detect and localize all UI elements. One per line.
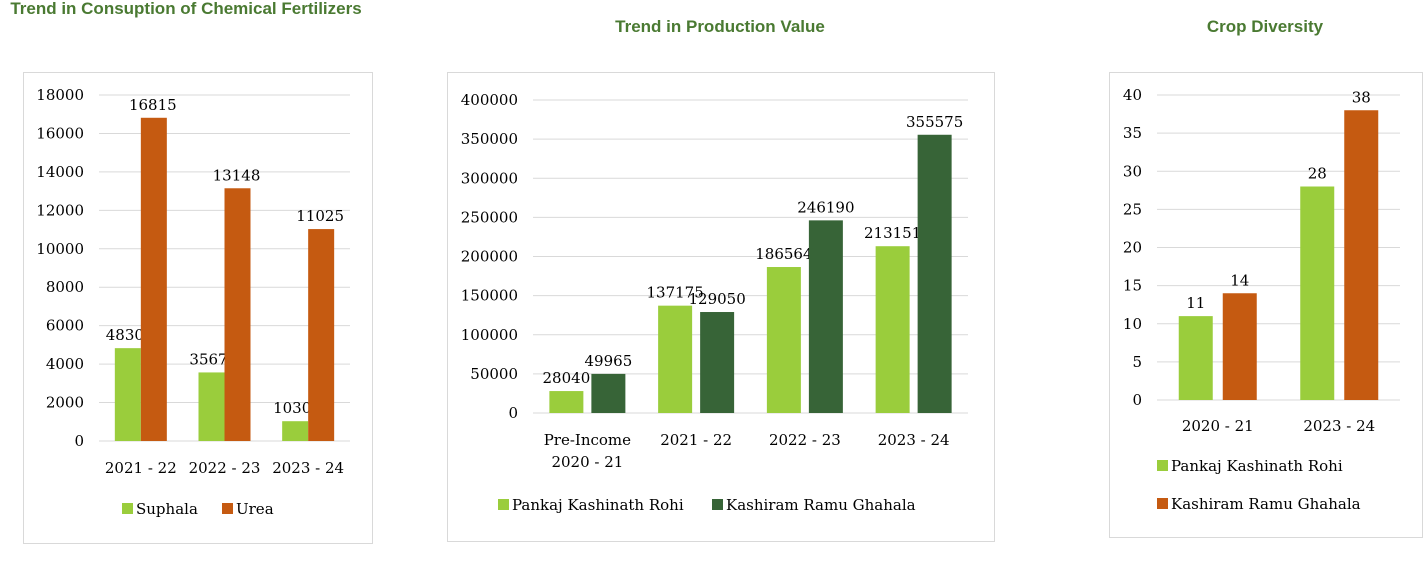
bar [1344,110,1379,400]
y-tick-label: 25 [1123,200,1142,218]
y-tick-label: 30 [1123,162,1142,180]
legend-swatch [122,503,133,514]
y-tick-label: 15 [1123,277,1142,295]
bar [1178,316,1213,400]
data-label: 28040 [543,369,591,387]
data-label: 3567 [189,350,227,368]
legend-swatch [222,503,233,514]
y-tick-label: 200000 [461,248,518,266]
y-tick-label: 20 [1123,239,1142,257]
legend-swatch [498,499,509,510]
y-tick-label: 250000 [461,208,518,226]
x-category-label: 2021 - 22 [105,459,177,477]
y-tick-label: 0 [1132,391,1142,409]
bar [308,229,335,441]
y-tick-label: 0 [74,432,84,450]
y-tick-label: 4000 [46,355,84,373]
y-tick-label: 10000 [36,240,84,258]
legend-label: Kashiram Ramu Ghahala [1171,495,1361,513]
legend-label: Kashiram Ramu Ghahala [726,496,916,514]
x-category-label: 2022 - 23 [769,431,841,449]
chart1-title: Trend in Consuption of Chemical Fertiliz… [10,0,362,18]
y-tick-label: 150000 [461,287,518,305]
bar [282,421,309,441]
x-category-label: 2020 - 21 [1182,417,1254,435]
bar [1300,186,1335,400]
data-label: 38 [1352,88,1371,106]
data-label: 13148 [213,166,261,184]
y-tick-label: 100000 [461,326,518,344]
y-tick-label: 5 [1132,353,1142,371]
legend-label: Urea [236,500,274,518]
y-tick-label: 14000 [36,163,84,181]
y-tick-label: 10 [1123,315,1142,333]
bar [1222,293,1257,400]
legend-label: Pankaj Kashinath Rohi [512,496,684,514]
data-label: 4830 [106,326,144,344]
data-label: 11 [1186,294,1205,312]
y-tick-label: 16000 [36,124,84,142]
y-tick-label: 400000 [461,91,518,109]
data-label: 213151 [864,224,921,242]
bar [549,391,584,413]
y-tick-label: 2000 [46,394,84,412]
data-label: 11025 [296,207,344,225]
data-label: 1030 [273,399,311,417]
y-tick-label: 350000 [461,130,518,148]
y-tick-label: 0 [508,404,518,422]
data-label: 14 [1230,271,1249,289]
y-tick-label: 6000 [46,317,84,335]
bar [766,267,801,413]
data-label: 246190 [797,198,854,216]
x-category-label: 2023 - 24 [878,431,950,449]
data-label: 28 [1308,165,1327,183]
bar [224,188,251,441]
y-tick-label: 300000 [461,169,518,187]
x-category-label: 2023 - 24 [272,459,344,477]
legend-label: Pankaj Kashinath Rohi [1171,457,1343,475]
x-category-label: 2020 - 21 [551,453,623,471]
legend-swatch [712,499,723,510]
legend-swatch [1157,498,1168,509]
bar [917,134,952,413]
legend-swatch [1157,460,1168,471]
chart3-title: Crop Diversity [1206,17,1324,36]
data-label: 355575 [906,113,963,131]
x-category-label: Pre-Income [544,431,631,449]
y-tick-label: 35 [1123,124,1142,142]
bar [114,348,141,441]
bar [808,220,843,413]
data-label: 186564 [755,245,812,263]
data-label: 137175 [646,284,703,302]
data-label: 49965 [585,352,633,370]
y-tick-label: 18000 [36,86,84,104]
y-tick-label: 50000 [470,365,518,383]
x-category-label: 2022 - 23 [189,459,261,477]
data-label: 129050 [688,290,745,308]
chart2-title: Trend in Production Value [615,17,825,36]
y-tick-label: 40 [1123,86,1142,104]
bar [875,246,910,413]
bar [658,305,693,413]
legend-label: Suphala [136,500,198,518]
bar [700,312,735,413]
bar [140,117,167,442]
bar [198,372,225,441]
y-tick-label: 12000 [36,201,84,219]
x-category-label: 2023 - 24 [1303,417,1375,435]
y-tick-label: 8000 [46,278,84,296]
x-category-label: 2021 - 22 [660,431,732,449]
bar [591,373,626,413]
data-label: 16815 [129,96,177,114]
